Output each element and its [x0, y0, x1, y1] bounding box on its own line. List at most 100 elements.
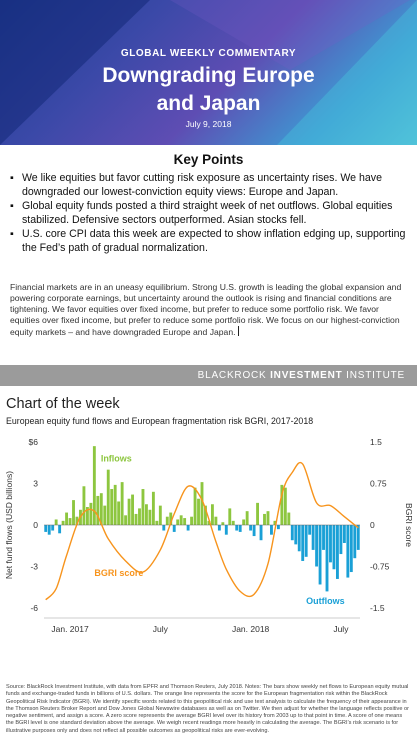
inflow-bar: [242, 519, 246, 525]
brand-logo: BLACKROCK INVESTMENT INSTITUTE: [198, 370, 405, 381]
outflow-bar: [172, 525, 176, 532]
inflow-bar: [245, 511, 249, 525]
key-point-text: We like equities but favor cutting risk …: [22, 172, 382, 198]
outflow-bar: [353, 525, 357, 559]
y2-tick-label: 0: [370, 520, 375, 530]
inflow-bar: [106, 469, 110, 525]
outflow-bar: [252, 525, 256, 537]
inflow-bar: [280, 484, 284, 525]
y-tick-label: $6: [29, 437, 39, 447]
outflow-bar: [162, 525, 166, 531]
title-line-1: Downgrading Europe: [102, 64, 315, 87]
inflow-bar: [273, 520, 277, 525]
x-tick-label: July: [153, 624, 169, 634]
outflows-label: Outflows: [306, 596, 345, 606]
inflow-bar: [117, 501, 121, 525]
inflow-bar: [120, 482, 124, 525]
brand-bold: INVESTMENT: [270, 370, 343, 381]
x-tick-label: Jan. 2017: [51, 624, 89, 634]
inflow-bar: [200, 482, 204, 525]
inflow-bar: [158, 505, 162, 525]
inflow-bar: [214, 516, 218, 525]
inflow-bar: [75, 516, 79, 525]
inflow-bar: [99, 493, 103, 525]
inflow-bar: [72, 500, 75, 525]
header-banner: GLOBAL WEEKLY COMMENTARY Downgrading Eur…: [0, 0, 417, 145]
key-point: ▪ Global equity funds posted a third stra…: [10, 200, 410, 227]
outflow-bar: [276, 525, 280, 530]
inflow-bar: [124, 515, 128, 525]
bullet-icon: ▪: [10, 228, 14, 240]
inflow-bar: [176, 519, 180, 525]
inflow-bar: [92, 446, 96, 525]
y2-axis-title: BGRI score: [404, 503, 414, 547]
inflow-bar: [148, 509, 152, 525]
inflow-bar: [266, 511, 270, 525]
outflow-bar: [315, 525, 319, 567]
outflow-bar: [58, 525, 62, 534]
inflow-bar: [127, 498, 131, 525]
outflow-bar: [270, 525, 273, 535]
outflow-bar: [322, 525, 325, 550]
x-tick-label: July: [333, 624, 349, 634]
outflow-bar: [332, 525, 336, 570]
fund-flows-chart: $6 3 0 -3 -6 1.5 0.75 0 -0.75 -1.5 Net fund flows …: [4, 437, 414, 634]
outflow-bar: [235, 525, 239, 531]
y2-tick-label: -1.5: [370, 603, 385, 613]
outflow-bar: [311, 525, 315, 550]
outflow-bar: [47, 525, 51, 535]
inflow-bar: [256, 502, 259, 525]
inflow-bar: [131, 494, 134, 525]
chart-heading: Chart of the week: [6, 396, 120, 412]
outflow-bar: [217, 525, 221, 531]
body-paragraph[interactable]: Financial markets are in an uneasy equil…: [10, 282, 410, 338]
y2-tick-label: 0.75: [370, 479, 387, 489]
outflow-bar: [186, 525, 190, 531]
brand-bar: BLACKROCK INVESTMENT INSTITUTE: [0, 365, 417, 386]
key-points-title: Key Points: [173, 152, 244, 167]
inflow-bar: [190, 516, 194, 525]
outflow-bar: [339, 525, 343, 555]
key-point-text: Global equity funds posted a third strai…: [22, 200, 393, 226]
y-axis-title: Net fund flows (USD billions): [4, 471, 14, 579]
inflow-bar: [228, 508, 232, 525]
inflow-bar: [183, 518, 187, 525]
body-paragraph-text: Financial markets are in an uneasy equil…: [10, 282, 402, 337]
banner-shape: [0, 0, 150, 145]
title-line-2: and Japan: [156, 92, 261, 115]
brand-suffix: INSTITUTE: [342, 370, 405, 381]
outflow-bar: [238, 525, 242, 532]
publish-date: July 9, 2018: [185, 119, 232, 129]
page-title: Downgrading Europe and Japan: [0, 62, 417, 118]
outflow-bar: [51, 525, 55, 531]
inflow-bar: [145, 504, 148, 525]
bullet-icon: ▪: [10, 200, 14, 212]
chart-subtitle: European equity fund flows and European …: [6, 416, 314, 426]
key-point-text: U.S. core CPI data this week are expecte…: [22, 228, 406, 254]
inflow-bar: [65, 512, 69, 525]
inflow-bar: [193, 487, 197, 525]
outflow-bar: [308, 525, 312, 535]
source-note: Source: BlackRock Investment Institute, …: [6, 684, 409, 734]
x-tick-label: Jan. 2018: [232, 624, 270, 634]
inflow-bar: [165, 516, 169, 525]
outflow-bar: [294, 525, 298, 545]
y-tick-label: -3: [30, 562, 38, 572]
inflow-bar: [207, 520, 211, 525]
inflow-bar: [85, 507, 89, 525]
outflow-bar: [335, 525, 339, 579]
outflow-bar: [301, 525, 305, 561]
outflow-bar: [304, 525, 308, 557]
inflow-bar: [210, 504, 214, 525]
inflow-bar: [263, 513, 266, 525]
inflow-bar: [138, 508, 141, 525]
inflow-bar: [221, 522, 225, 525]
outflow-bar: [318, 525, 322, 585]
inflow-bar: [287, 512, 291, 525]
bgri-line: [45, 461, 359, 601]
bgri-score-label: BGRI score: [94, 568, 143, 578]
outflow-bar: [325, 525, 329, 592]
inflow-bar: [179, 515, 183, 525]
inflow-bar: [283, 487, 287, 525]
outflow-bar: [249, 525, 253, 531]
